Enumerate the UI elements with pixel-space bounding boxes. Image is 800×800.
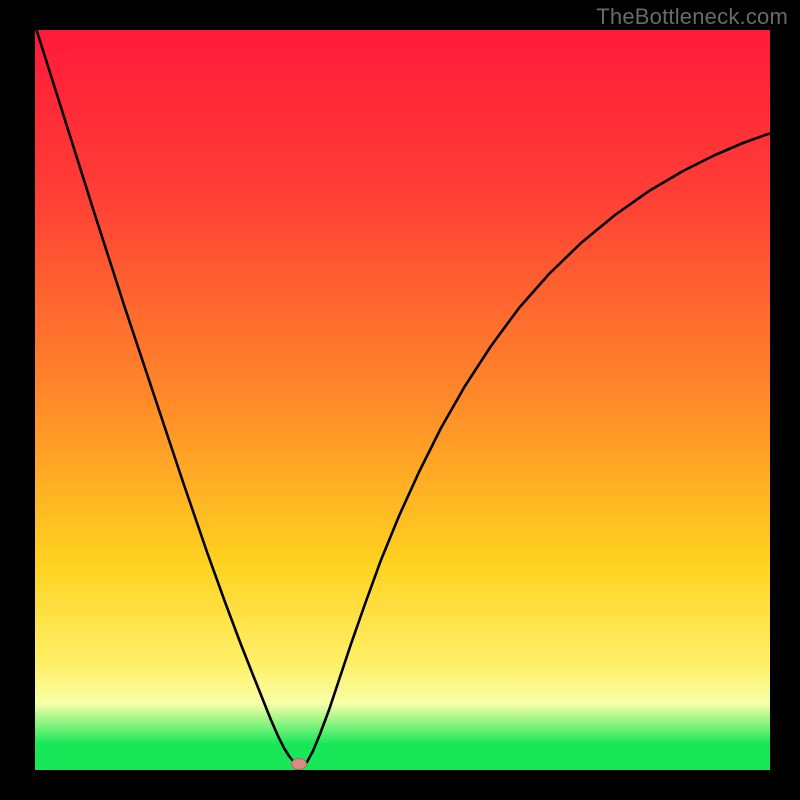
minimum-marker [291,758,307,770]
chart-container: TheBottleneck.com [0,0,800,800]
curve-svg [35,30,770,770]
watermark-text: TheBottleneck.com [596,4,788,30]
plot-area [35,30,770,770]
bottleneck-curve [35,25,775,767]
